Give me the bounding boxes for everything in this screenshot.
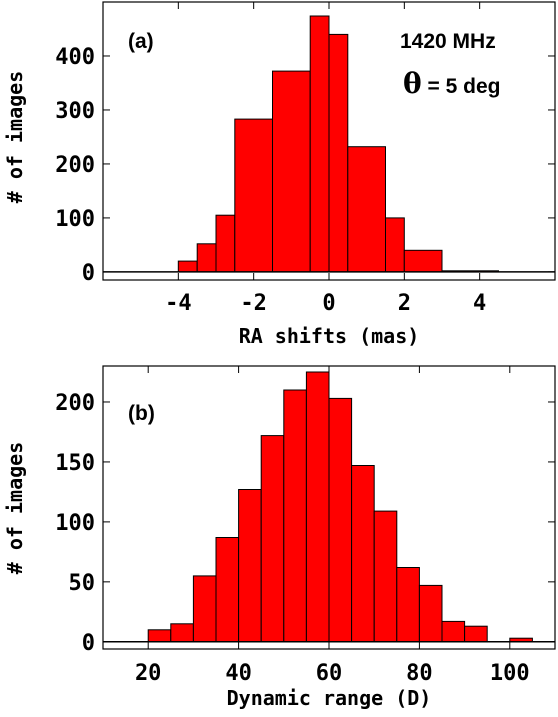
histogram-bar — [403, 249, 443, 273]
histogram-bar — [328, 33, 349, 273]
histogram-bar — [464, 625, 488, 643]
histogram-bar — [283, 389, 307, 643]
x-tick-label: 60 — [316, 661, 343, 686]
panel-a-x-ticks: -4 -2 0 2 4 — [165, 2, 486, 316]
x-tick-label: 4 — [473, 291, 486, 316]
histogram-bar — [441, 620, 466, 643]
histogram-bar — [177, 260, 198, 273]
x-tick-label: -4 — [165, 291, 192, 316]
histogram-bar — [385, 217, 405, 273]
panel-a-frequency: 1420 MHz — [400, 30, 496, 53]
y-tick-label: 200 — [55, 153, 95, 178]
panel-a-y-ticks: 0 100 200 300 400 — [55, 45, 555, 286]
histogram-bar — [215, 537, 240, 643]
panel-b-label: (b) — [128, 402, 155, 425]
panel-a-angle: θ = 5 deg — [403, 67, 500, 100]
panel-a-bars — [103, 15, 555, 273]
histogram-bar — [192, 575, 217, 643]
histogram-bar — [238, 489, 262, 643]
panel-b-bars — [103, 371, 555, 643]
panel-b: 20 40 60 80 100 0 50 100 150 200 (b) Dynamic ran… — [3, 365, 556, 710]
panel-b-y-ticks: 0 50 100 150 200 — [55, 391, 555, 656]
x-tick-label: 40 — [225, 661, 252, 686]
histogram-bar — [351, 465, 375, 643]
y-tick-label: 400 — [55, 45, 95, 70]
panel-a-label: (a) — [128, 30, 154, 53]
y-tick-label: 0 — [82, 631, 95, 656]
histogram-bar — [215, 214, 236, 273]
histogram-bar — [396, 567, 420, 643]
histogram-bar — [309, 15, 330, 273]
x-tick-label: 2 — [398, 291, 411, 316]
y-tick-label: 100 — [55, 511, 95, 536]
histogram-bar — [170, 623, 194, 643]
panel-b-y-axis-label: # of images — [3, 442, 27, 574]
panel-b-x-ticks: 20 40 60 80 100 — [135, 366, 530, 686]
x-tick-label: 100 — [490, 661, 530, 686]
histogram-bar — [260, 435, 285, 643]
y-tick-label: 200 — [55, 391, 95, 416]
panel-a-y-axis-label: # of images — [3, 71, 27, 203]
histogram-bar — [272, 70, 311, 273]
histogram-bar — [373, 510, 398, 643]
histogram-bar — [328, 397, 353, 643]
y-tick-label: 0 — [82, 261, 95, 286]
x-tick-label: 0 — [322, 291, 335, 316]
angle-value: = 5 deg — [422, 75, 501, 98]
panel-a: -4 -2 0 2 4 0 100 200 300 400 (a) 1420 MHz θ = 5… — [3, 1, 556, 348]
histogram-bar — [147, 629, 172, 643]
histogram-bar — [305, 371, 330, 643]
histogram-bar — [196, 243, 217, 273]
x-tick-label: 80 — [406, 661, 433, 686]
y-tick-label: 100 — [55, 207, 95, 232]
histogram-bar — [347, 146, 386, 273]
panel-b-x-axis-label: Dynamic range (D) — [227, 686, 432, 710]
y-tick-label: 150 — [55, 451, 95, 476]
y-tick-label: 300 — [55, 99, 95, 124]
histogram-bar — [418, 584, 443, 643]
x-tick-label: 20 — [135, 661, 162, 686]
histogram-bar — [234, 118, 274, 273]
panel-a-x-axis-label: RA shifts (mas) — [239, 324, 420, 348]
theta-symbol: θ — [403, 67, 422, 100]
y-tick-label: 50 — [69, 571, 96, 596]
x-tick-label: -2 — [240, 291, 267, 316]
